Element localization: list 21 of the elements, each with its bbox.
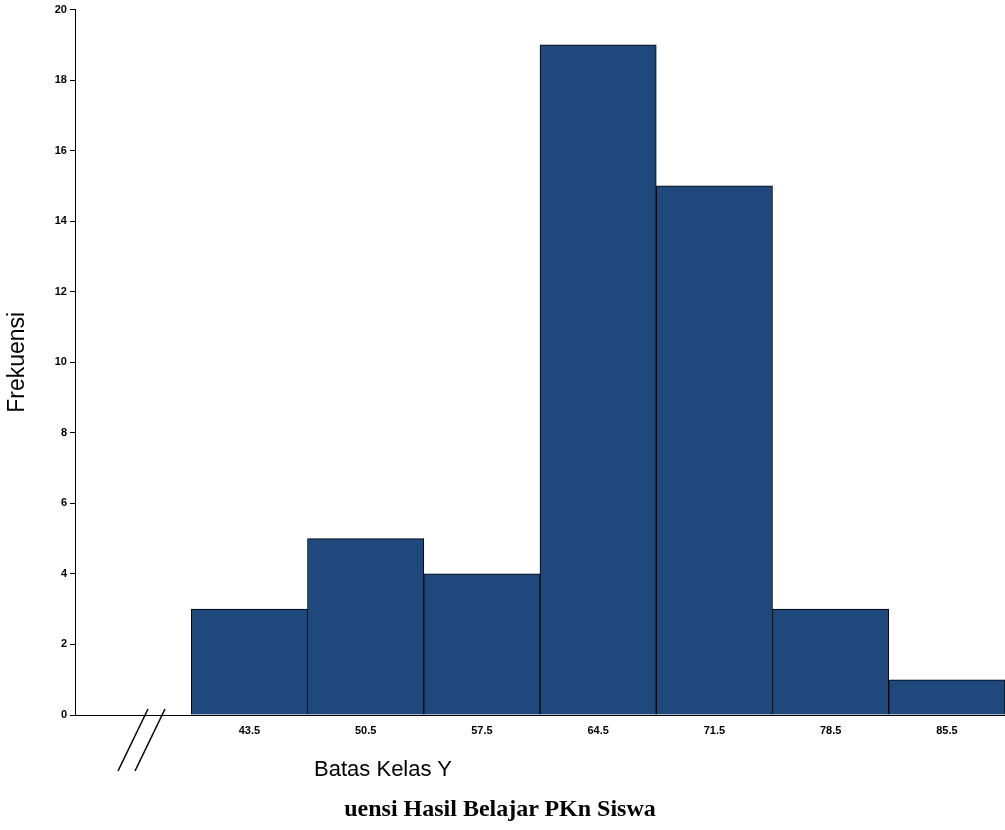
x-tick-label: 43.5 bbox=[238, 723, 261, 736]
y-tick-label: 2 bbox=[60, 637, 67, 650]
text: uensi Hasil Belajar PKn Siswa bbox=[343, 795, 657, 822]
y-axis-title: Frekuensi bbox=[3, 311, 30, 413]
y-tick-label: 14 bbox=[54, 214, 68, 227]
y-tick-label: 0 bbox=[60, 708, 67, 721]
y-tick-label: 10 bbox=[54, 355, 67, 368]
x-tick-label: 57.5 bbox=[471, 723, 493, 736]
y-tick-label: 16 bbox=[54, 143, 67, 156]
x-axis-title: Batas Kelas Y bbox=[313, 756, 453, 782]
x-tick-label: 64.5 bbox=[587, 723, 609, 736]
y-tick-label: 4 bbox=[60, 566, 68, 579]
y-tick-label: 20 bbox=[54, 2, 67, 15]
x-tick-label: 78.5 bbox=[819, 723, 842, 736]
x-tick-label: 71.5 bbox=[703, 723, 726, 736]
x-tick-label: 50.5 bbox=[354, 723, 377, 736]
y-tick-label: 12 bbox=[54, 284, 67, 297]
x-tick-label: 85.5 bbox=[936, 723, 958, 736]
y-tick-label: 6 bbox=[60, 496, 67, 509]
y-tick-label: 8 bbox=[60, 425, 67, 438]
y-tick-label: 18 bbox=[54, 73, 67, 86]
